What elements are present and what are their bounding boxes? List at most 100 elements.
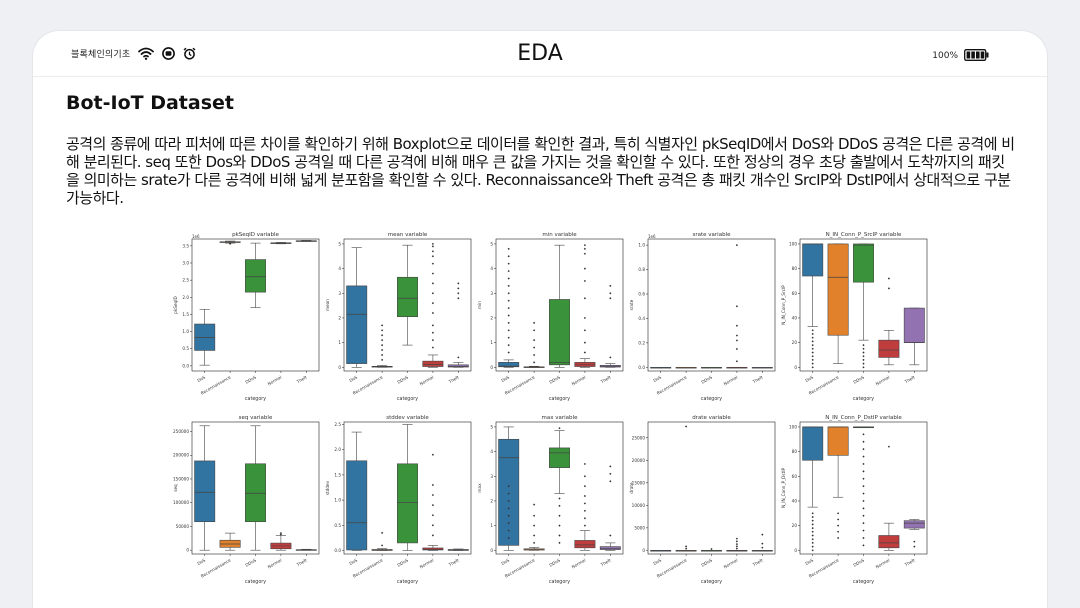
outlier-point bbox=[558, 524, 561, 527]
x-axis-label: category bbox=[549, 396, 570, 402]
y-tick-label: 0 bbox=[186, 548, 189, 553]
x-tick-label: DoS bbox=[652, 374, 662, 383]
outlier-point bbox=[761, 542, 764, 545]
outlier-point bbox=[735, 537, 738, 540]
outlier-point bbox=[609, 534, 612, 537]
y-tick-label: 40 bbox=[792, 315, 798, 320]
y-tick-label: 2.0 bbox=[182, 295, 189, 300]
outlier-point bbox=[583, 279, 586, 283]
outlier-point bbox=[837, 518, 840, 521]
battery-segment bbox=[976, 51, 980, 59]
y-tick-label: 200000 bbox=[173, 453, 189, 458]
y-tick-label: 2 bbox=[338, 315, 341, 320]
outlier-point bbox=[862, 536, 865, 540]
y-tick-label: 20 bbox=[792, 340, 798, 345]
outlier-point bbox=[685, 425, 688, 428]
x-tick-label: DDoS bbox=[244, 374, 257, 384]
box-normal bbox=[574, 362, 596, 367]
y-tick-label: 60 bbox=[792, 474, 798, 479]
outlier-point bbox=[431, 245, 434, 248]
y-tick-label: 0 bbox=[490, 365, 493, 370]
y-tick-label: 40 bbox=[792, 498, 798, 503]
y-tick-label: 2 bbox=[490, 315, 493, 320]
panel-title: N_IN_Conn_P_DstIP variable bbox=[825, 415, 902, 421]
outlier-point bbox=[913, 540, 916, 543]
panel-title: srate variable bbox=[693, 232, 732, 238]
battery-segment bbox=[971, 51, 975, 59]
outlier-point bbox=[811, 534, 814, 537]
outlier-point bbox=[558, 497, 561, 500]
axis-offset-label: 1e6 bbox=[648, 234, 656, 239]
box-ddos bbox=[853, 243, 874, 283]
outlier-point bbox=[811, 530, 814, 533]
outlier-point bbox=[431, 339, 434, 342]
outlier-point bbox=[431, 534, 434, 537]
y-tick-label: 1 bbox=[338, 340, 341, 345]
outlier-point bbox=[685, 545, 688, 548]
outlier-point bbox=[431, 514, 434, 517]
x-tick-label: Theft bbox=[903, 374, 916, 384]
outlier-point bbox=[862, 499, 865, 503]
x-tick-label: DDoS bbox=[548, 374, 561, 384]
x-tick-label: Normal bbox=[267, 558, 283, 570]
battery-segment bbox=[966, 51, 971, 59]
y-axis-label: N_IN_Conn_P_DstIP bbox=[781, 468, 786, 508]
outlier-point bbox=[862, 366, 865, 369]
x-tick-label: Theft bbox=[447, 374, 460, 384]
outlier-point bbox=[431, 292, 434, 295]
y-tick-label: 4 bbox=[338, 266, 341, 271]
outlier-point bbox=[583, 509, 586, 512]
outlier-point bbox=[431, 504, 434, 507]
outlier-point bbox=[457, 287, 460, 290]
outlier-point bbox=[229, 242, 232, 245]
y-tick-label: 100 bbox=[789, 424, 797, 429]
outlier-point bbox=[507, 299, 510, 302]
outlier-point bbox=[811, 523, 814, 526]
y-tick-label: 0 bbox=[642, 548, 645, 553]
outlier-point bbox=[862, 433, 865, 436]
x-tick-label: Theft bbox=[751, 374, 764, 384]
y-tick-label: 0.0 bbox=[182, 363, 189, 368]
outlier-point bbox=[862, 529, 865, 532]
panel-title: drate variable bbox=[692, 415, 731, 421]
box-normal bbox=[878, 535, 900, 549]
y-tick-label: 10000 bbox=[632, 503, 646, 508]
x-axis-label: category bbox=[549, 579, 570, 585]
outlier-point bbox=[533, 339, 536, 342]
x-tick-label: DoS bbox=[500, 374, 510, 383]
outlier-point bbox=[735, 324, 738, 327]
y-tick-label: 15000 bbox=[632, 480, 646, 485]
outlier-point bbox=[583, 252, 586, 255]
outlier-point bbox=[862, 448, 865, 451]
outlier-point bbox=[887, 445, 890, 448]
y-tick-label: 1.5 bbox=[182, 312, 189, 317]
outlier-point bbox=[583, 316, 586, 320]
outlier-point bbox=[533, 321, 536, 324]
outlier-point bbox=[862, 492, 865, 495]
battery-icon bbox=[964, 46, 989, 65]
outlier-point bbox=[507, 336, 510, 339]
box-dos bbox=[498, 438, 520, 546]
outlier-point bbox=[583, 502, 586, 505]
outlier-point bbox=[811, 351, 814, 354]
outlier-point bbox=[533, 329, 536, 332]
x-tick-label: DoS bbox=[196, 557, 206, 566]
box-ddos bbox=[245, 259, 266, 293]
outlier-point bbox=[431, 255, 434, 258]
box-reconnaissance bbox=[827, 243, 849, 336]
outlier-point bbox=[507, 262, 510, 265]
outlier-point bbox=[507, 247, 510, 250]
x-tick-label: DoS bbox=[804, 557, 814, 566]
y-axis-label: mean bbox=[325, 299, 330, 311]
outlier-point bbox=[609, 284, 612, 287]
outlier-point bbox=[735, 347, 738, 351]
y-tick-label: 5000 bbox=[634, 525, 645, 530]
panel-axes bbox=[647, 238, 776, 372]
panel-title: min variable bbox=[542, 232, 577, 238]
panel-title: stddev variable bbox=[386, 415, 429, 421]
outlier-point bbox=[457, 292, 460, 295]
x-axis-label: category bbox=[245, 579, 266, 585]
outlier-point bbox=[431, 242, 434, 246]
box-ddos bbox=[245, 463, 266, 523]
y-axis-label: srate bbox=[629, 299, 634, 310]
